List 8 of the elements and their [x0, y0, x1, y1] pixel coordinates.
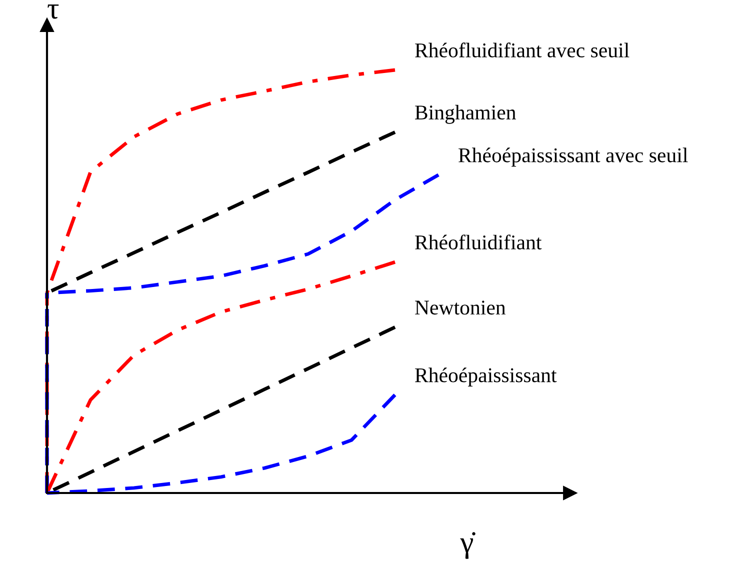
series-label: Rhéoépaississant — [415, 368, 557, 387]
y-axis-title: τ — [48, 4, 59, 19]
series-label: Newtonien — [415, 300, 506, 315]
series-label: Binghamien — [415, 104, 516, 124]
series-label: Rhéofluidifiant avec seuil — [415, 42, 630, 58]
series-label: Rhéofluidifiant — [415, 234, 542, 250]
series-label: Rhéoépaississant avec seuil — [458, 148, 688, 167]
x-axis-title: γ̇ — [460, 532, 476, 559]
